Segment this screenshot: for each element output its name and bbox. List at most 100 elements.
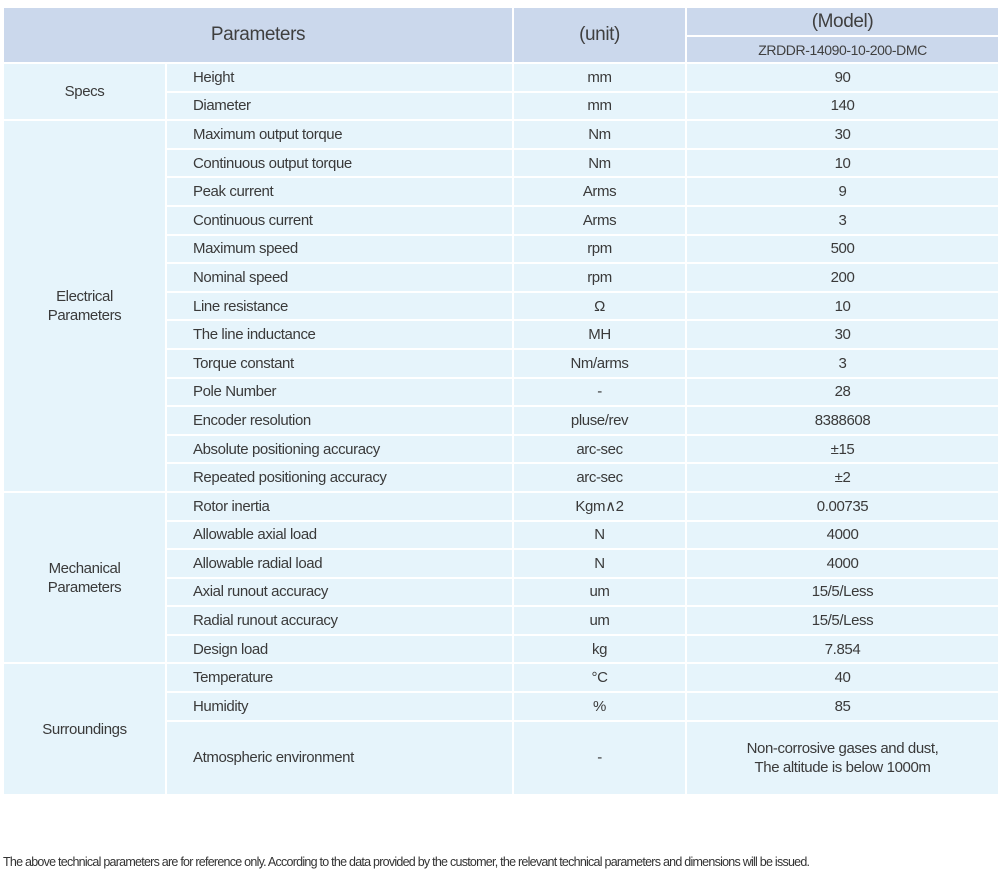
param-name: Pole Number xyxy=(164,376,515,408)
param-unit: rpm xyxy=(512,233,688,265)
param-unit: Nm xyxy=(512,119,688,150)
table-row: Allowable radial load N 4000 xyxy=(3,548,1000,579)
table-row: Nominal speed rpm 200 xyxy=(3,262,1000,293)
param-name: Repeated positioning accuracy xyxy=(164,462,515,493)
param-name: Allowable axial load xyxy=(164,519,515,551)
param-value: ±15 xyxy=(685,433,1000,465)
param-value: 15/5/Less xyxy=(685,605,1000,636)
table-row: Humidity% 85 xyxy=(3,691,1000,722)
param-name: Torque constant xyxy=(164,347,515,379)
param-value: 90 xyxy=(685,62,1000,93)
spec-table-body: Specs Height mm 90 Diameter mm 140 Electrical Pa… xyxy=(2,61,1000,796)
table-row: Continuous current Arms 3 xyxy=(3,204,1000,236)
param-name: Diameter xyxy=(164,90,515,122)
param-name: Humidity xyxy=(164,691,515,722)
param-value: 85 xyxy=(685,691,1000,722)
param-unit: Arms xyxy=(512,204,688,236)
param-name: Line resistance xyxy=(164,290,515,322)
param-value: 7.854 xyxy=(685,633,1000,665)
param-name: Maximum output torque xyxy=(164,119,515,150)
param-name: Absolute positioning accuracy xyxy=(164,433,515,465)
param-value-line: The altitude is below 1000m xyxy=(754,758,931,776)
table-row: Diameter mm 140 xyxy=(3,90,1000,122)
param-unit: Arms xyxy=(512,176,688,207)
param-value: 9 xyxy=(685,176,1000,207)
param-unit: Ω xyxy=(512,290,688,322)
param-unit: pluse/rev xyxy=(512,405,688,436)
param-value: 3 xyxy=(685,204,1000,236)
footnote: The above technical parameters are for r… xyxy=(3,855,810,869)
param-name: Radial runout accuracy xyxy=(164,605,515,636)
table-row: Absolute positioning accuracy arc-sec ±15 xyxy=(3,433,1000,465)
param-value: 4000 xyxy=(685,519,1000,551)
param-unit: MH xyxy=(512,319,688,350)
param-name: Maximum speed xyxy=(164,233,515,265)
table-row: Encoder resolution pluse/rev 8388608 xyxy=(3,405,1000,436)
header-model: ZRDDR-14090-10-200-DMC xyxy=(685,35,1000,64)
param-unit: arc-sec xyxy=(512,462,688,493)
group-label-line: Electrical xyxy=(56,288,113,306)
param-name: Design load xyxy=(164,633,515,665)
header-unit: (unit) xyxy=(512,6,688,64)
param-unit: Nm xyxy=(512,147,688,179)
param-name: Axial runout accuracy xyxy=(164,576,515,608)
table-row: Axial runout accuracy um 15/5/Less xyxy=(3,576,1000,608)
param-name: Rotor inertia xyxy=(164,490,515,522)
param-unit: Kgm∧2 xyxy=(512,490,688,522)
table-row: Electrical Parameters Maximum output torqu… xyxy=(2,119,1000,493)
param-value: 8388608 xyxy=(685,405,1000,436)
param-value: 0.00735 xyxy=(685,490,1000,522)
param-unit: um xyxy=(512,576,688,608)
spec-table: Parameters (unit) (Model) ZRDDR-14090-10… xyxy=(1,6,1000,796)
param-name: Continuous current xyxy=(164,204,515,236)
param-unit: arc-sec xyxy=(512,433,688,465)
param-unit: kg xyxy=(512,633,688,665)
param-value: 4000 xyxy=(685,548,1000,579)
group-label-line: Parameters xyxy=(47,578,122,596)
group-label: Electrical Parameters xyxy=(2,119,167,493)
param-unit: um xyxy=(512,605,688,636)
param-name: Height xyxy=(164,62,515,93)
param-unit: N xyxy=(512,548,688,579)
param-value: 15/5/Less xyxy=(685,576,1000,608)
param-unit: °C xyxy=(512,662,688,694)
table-row: Atmospheric environment - Non-corrosive ga… xyxy=(3,719,1000,796)
header-model-label: (Model) xyxy=(685,6,1000,37)
param-value: 40 xyxy=(685,662,1000,694)
param-unit: - xyxy=(512,719,688,796)
param-value: 10 xyxy=(685,290,1000,322)
param-unit: mm xyxy=(512,62,688,93)
table-row: Torque constant Nm/arms 3 xyxy=(3,347,1000,379)
param-unit: N xyxy=(512,519,688,551)
param-value: 3 xyxy=(685,347,1000,379)
param-name: Nominal speed xyxy=(164,262,515,293)
table-row: Peak current Arms 9 xyxy=(3,176,1000,207)
table-row: Surroundings Temperature °C 40 xyxy=(2,662,1000,796)
header-parameters: Parameters xyxy=(1,6,515,64)
param-unit: mm xyxy=(512,90,688,122)
table-row: Allowable axial load N 4000 xyxy=(3,519,1000,551)
table-row: Pole Number -28 xyxy=(3,376,1000,408)
param-name: Continuous output torque xyxy=(164,147,515,179)
param-unit: rpm xyxy=(512,262,688,293)
param-value: 140 xyxy=(685,90,1000,122)
param-value-line: Non-corrosive gases and dust, xyxy=(746,739,939,757)
table-row: Design load kg 7.854 xyxy=(3,633,1000,665)
table-row: The line inductance MH 30 xyxy=(3,319,1000,350)
table-row: Radial runout accuracy um 15/5/Less xyxy=(3,605,1000,636)
group-label: Mechanical Parameters xyxy=(2,490,167,665)
table-row: Line resistance Ω 10 xyxy=(3,290,1000,322)
group-label: Specs xyxy=(2,61,167,122)
group-label: Surroundings xyxy=(2,662,167,796)
param-name: Temperature xyxy=(164,662,515,694)
param-value: ±2 xyxy=(685,462,1000,493)
param-value: 10 xyxy=(685,147,1000,179)
param-value: 28 xyxy=(685,376,1000,408)
param-unit: Nm/arms xyxy=(512,347,688,379)
table-row: Specs Height mm 90 xyxy=(2,61,1000,122)
param-name: Peak current xyxy=(164,176,515,207)
param-value: 30 xyxy=(685,319,1000,350)
param-name: The line inductance xyxy=(164,319,515,350)
table-row: Mechanical Parameters Rotor inertia Kgm∧2 0.… xyxy=(2,490,1000,665)
param-name: Atmospheric environment xyxy=(164,719,515,796)
